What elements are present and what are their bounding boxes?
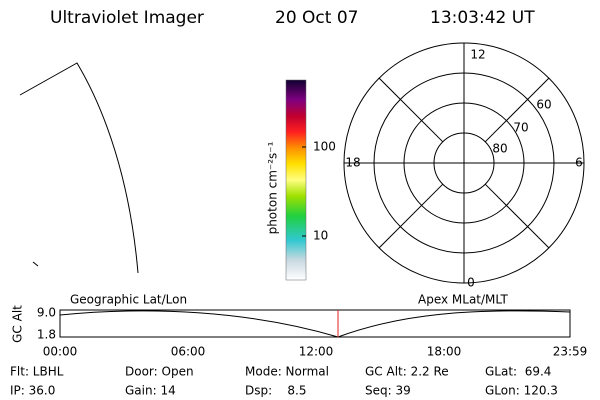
info-field: Seq: 39 xyxy=(365,384,411,398)
lat-label: 60 xyxy=(536,98,551,112)
colorbar-tick-label: 100 xyxy=(313,140,336,154)
polar-grid xyxy=(343,42,585,284)
info-field: IP: 36.0 xyxy=(10,384,55,398)
title: Ultraviolet Imager xyxy=(50,8,204,28)
spoke xyxy=(378,77,444,143)
x-tick-label: 06:00 xyxy=(171,345,206,359)
spoke xyxy=(484,183,550,249)
y-tick-label: 9.0 xyxy=(37,306,56,320)
info-panel: Flt: LBHL Door: Open Mode: Normal GC Alt: 2… xyxy=(10,365,558,398)
image-limb xyxy=(19,62,139,274)
x-tick-label: 12:00 xyxy=(299,345,334,359)
spoke xyxy=(484,77,550,143)
x-tick-label: 00:00 xyxy=(43,345,78,359)
mlt-label: 0 xyxy=(467,276,475,290)
colorbar xyxy=(285,79,307,281)
info-field: Door: Open xyxy=(125,365,194,379)
info-field: Flt: LBHL xyxy=(10,365,64,379)
info-field: GLat: 69.4 xyxy=(485,365,551,379)
date: 20 Oct 07 xyxy=(275,8,358,28)
colorbar-tick-label: 10 xyxy=(313,229,328,243)
time: 13:03:42 UT xyxy=(430,8,535,28)
colorbar-ticks xyxy=(302,146,306,237)
timeline-right-title: Apex MLat/MLT xyxy=(418,293,508,307)
image-mark xyxy=(32,261,39,267)
info-field: GC Alt: 2.2 Re xyxy=(365,365,449,379)
mlt-label: 6 xyxy=(575,156,583,170)
info-field: GLon: 120.3 xyxy=(485,384,558,398)
spoke xyxy=(378,183,444,249)
timeline-left-title: Geographic Lat/Lon xyxy=(70,293,187,307)
info-field: Gain: 14 xyxy=(125,384,176,398)
lat-label: 80 xyxy=(492,142,507,156)
y-tick-label: 1.8 xyxy=(37,328,56,342)
colorbar-label: photon cm⁻²s⁻¹ xyxy=(266,141,280,234)
altitude-curve xyxy=(59,310,571,338)
x-tick-label: 23:59 xyxy=(553,345,588,359)
mlt-label: 12 xyxy=(470,48,485,62)
x-tick-label: 18:00 xyxy=(427,345,462,359)
timeline-box xyxy=(59,309,571,338)
mlt-label: 18 xyxy=(345,156,360,170)
info-field: Mode: Normal xyxy=(245,365,329,379)
lat-label: 70 xyxy=(513,121,528,135)
info-field: Dsp: 8.5 xyxy=(245,384,307,398)
timeline-axis-label: GC Alt xyxy=(11,305,25,343)
